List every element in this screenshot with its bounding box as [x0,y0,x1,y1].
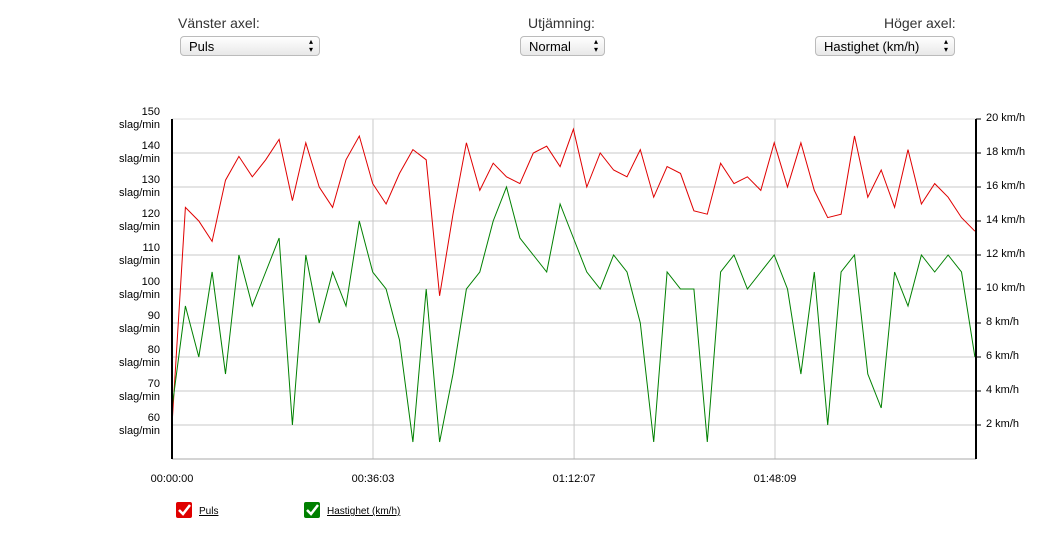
y-tick-label: 70 slag/min [119,378,160,403]
left-axis-label: Vänster axel: [178,15,260,31]
x-tick-label: 00:36:03 [351,473,395,485]
y2-tick-label: 20 km/h [986,112,1026,124]
y-tick-label: 150 slag/min [119,106,160,131]
y-tick-label: 100 slag/min [119,276,160,301]
y2-tick-label: 18 km/h [986,146,1026,158]
y-tick-label: 110 slag/min [119,242,160,267]
smoothing-select[interactable]: Normal [520,36,605,56]
y2-tick-label: 2 km/h [986,418,1020,430]
right-axis-label: Höger axel: [884,15,956,31]
y-tick-label: 90 slag/min [119,310,160,335]
legend-checkbox[interactable] [176,502,192,518]
y2-tick-label: 6 km/h [986,350,1020,362]
y2-tick-label: 10 km/h [986,282,1026,294]
smoothing-label: Utjämning: [528,15,595,31]
y-tick-label: 60 slag/min [119,412,160,437]
right-axis-select[interactable]: Hastighet (km/h) [815,36,955,56]
y2-tick-label: 12 km/h [986,248,1026,260]
line-series [171,127,976,426]
x-tick-label: 00:00:00 [150,473,194,485]
x-tick-label: 01:48:09 [753,473,797,485]
legend-label[interactable]: Hastighet (km/h) [327,506,401,517]
y-tick-label: 80 slag/min [119,344,160,369]
x-tick-label: 01:12:07 [552,473,596,485]
y-tick-label: 130 slag/min [119,174,160,199]
y2-tick-label: 16 km/h [986,180,1026,192]
line-series [171,185,976,443]
legend-checkbox[interactable] [304,502,320,518]
y2-tick-label: 4 km/h [986,384,1020,396]
legend-label[interactable]: Puls [199,506,219,517]
y2-tick-label: 8 km/h [986,316,1020,328]
y-tick-label: 140 slag/min [119,140,160,165]
y2-tick-label: 14 km/h [986,214,1026,226]
left-axis-select[interactable]: Puls [180,36,320,56]
y-tick-label: 120 slag/min [119,208,160,233]
